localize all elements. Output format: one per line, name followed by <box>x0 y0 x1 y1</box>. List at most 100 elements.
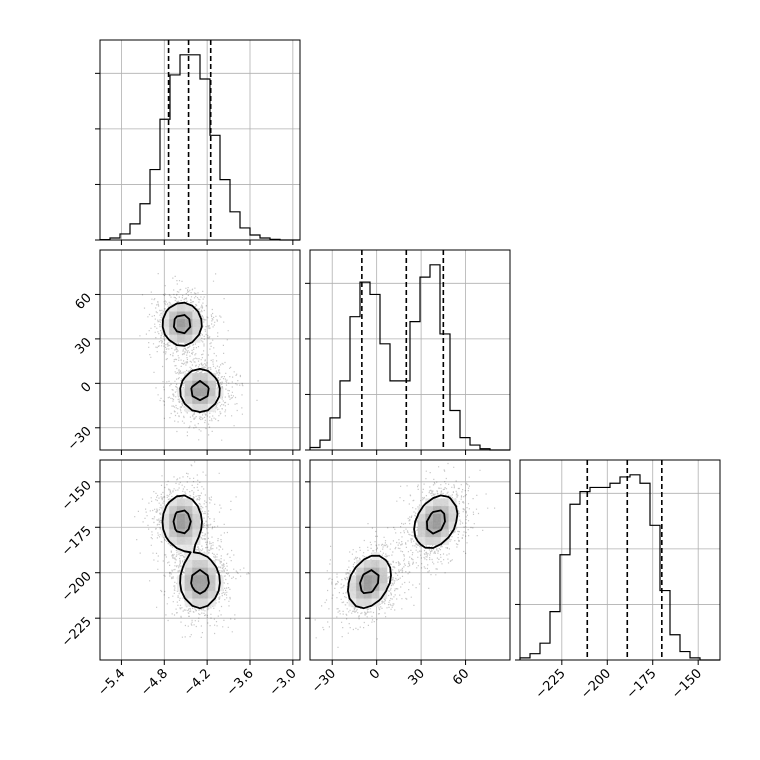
density-cell <box>417 513 426 522</box>
x-tick-label-p1: 60 <box>450 666 472 688</box>
density-cell <box>192 388 201 397</box>
density-cell <box>200 560 209 569</box>
density-cell <box>207 388 216 397</box>
density-cell <box>433 521 442 530</box>
scatter-p1-p2 <box>314 462 496 648</box>
density-cell <box>169 326 178 336</box>
density-cell <box>192 373 201 382</box>
density-cell <box>200 575 209 584</box>
density-cell <box>417 536 426 546</box>
density-cell <box>448 506 457 515</box>
density-cell <box>356 575 365 584</box>
density-cell <box>192 552 201 561</box>
density-cell <box>176 334 186 343</box>
density-cell <box>192 529 201 538</box>
x-tick-label-p0: −3.0 <box>267 666 300 699</box>
density-cell <box>176 326 186 336</box>
density-cell <box>176 513 186 522</box>
density-cell <box>161 513 170 522</box>
histogram-p0 <box>99 54 300 241</box>
density-cell <box>192 598 201 607</box>
density-cell <box>348 583 357 592</box>
density-cell <box>200 598 209 607</box>
density-cell <box>371 590 380 599</box>
contour-level-1 <box>359 509 446 594</box>
density-cell <box>200 552 209 561</box>
panel-frame-0-0 <box>99 39 301 241</box>
density-cell <box>371 560 380 569</box>
y-tick-label-p2: −175 <box>59 523 95 559</box>
density-cell <box>379 560 388 569</box>
density-cell <box>371 575 380 584</box>
density-cell <box>356 590 365 599</box>
x-tick-label-p0: −3.6 <box>224 666 257 699</box>
density-cell <box>379 575 388 584</box>
density-cell <box>433 513 442 522</box>
density-cell <box>440 506 449 515</box>
density-cell <box>356 598 365 607</box>
density-cell <box>161 326 170 336</box>
scatter-points <box>139 273 259 441</box>
density-cell <box>200 388 209 397</box>
panel-frame-2-0 <box>99 459 301 661</box>
density-cell <box>176 506 186 515</box>
histogram-p2 <box>519 474 720 661</box>
density-cell <box>184 583 193 592</box>
density-cell <box>207 373 216 382</box>
y-tick-label-p2: −225 <box>59 614 95 650</box>
density-cell <box>348 575 357 584</box>
density-cell <box>440 529 449 538</box>
density-cell <box>417 506 426 515</box>
density-cell <box>176 544 186 553</box>
contour-level-0 <box>161 494 221 610</box>
density-cell <box>363 575 372 584</box>
density-cell <box>440 521 449 530</box>
density-cell <box>169 506 178 515</box>
density-cell <box>169 513 178 522</box>
panel-frame-1-0 <box>99 249 301 451</box>
x-tick-label-p2: −175 <box>624 666 660 702</box>
density-cell <box>161 521 170 530</box>
density-cell <box>356 567 365 576</box>
density-cell <box>192 575 201 584</box>
density-cell <box>169 536 178 546</box>
x-tick-label-p1: 30 <box>406 666 428 688</box>
density-cell <box>192 319 201 328</box>
density-cell <box>169 334 178 343</box>
density-cell <box>192 326 201 336</box>
density-cell <box>363 560 372 569</box>
x-tick-label-p0: −5.4 <box>95 666 128 699</box>
density-cell <box>176 303 186 312</box>
x-tick-label-p2: −150 <box>669 666 705 702</box>
density-cell <box>184 311 193 320</box>
density-cell <box>348 590 357 599</box>
density-cell <box>192 311 201 320</box>
density-cell <box>433 506 442 515</box>
contour-level-1 <box>172 509 210 595</box>
density-cell <box>192 560 201 569</box>
density-cell <box>192 380 201 389</box>
histogram-p1 <box>309 264 510 451</box>
density-cell <box>207 583 216 592</box>
density-cell <box>207 575 216 584</box>
density-cell <box>184 319 193 328</box>
density-cell <box>169 303 178 312</box>
contour-level-0 <box>161 301 221 414</box>
density-cell <box>184 326 193 336</box>
x-tick-label-p0: −4.8 <box>138 666 171 699</box>
density-cell <box>176 521 186 530</box>
density-cell <box>192 590 201 599</box>
density-cell <box>192 403 201 412</box>
density-cell <box>184 575 193 584</box>
density-cell <box>184 380 193 389</box>
density-cell <box>425 521 434 530</box>
density-cell <box>184 303 193 312</box>
density-cell <box>184 560 193 569</box>
density-cell <box>169 319 178 328</box>
density-cell <box>192 506 201 515</box>
density-cell <box>184 521 193 530</box>
density-cell <box>207 590 216 599</box>
density-cell <box>176 498 186 507</box>
density-cell <box>184 506 193 515</box>
